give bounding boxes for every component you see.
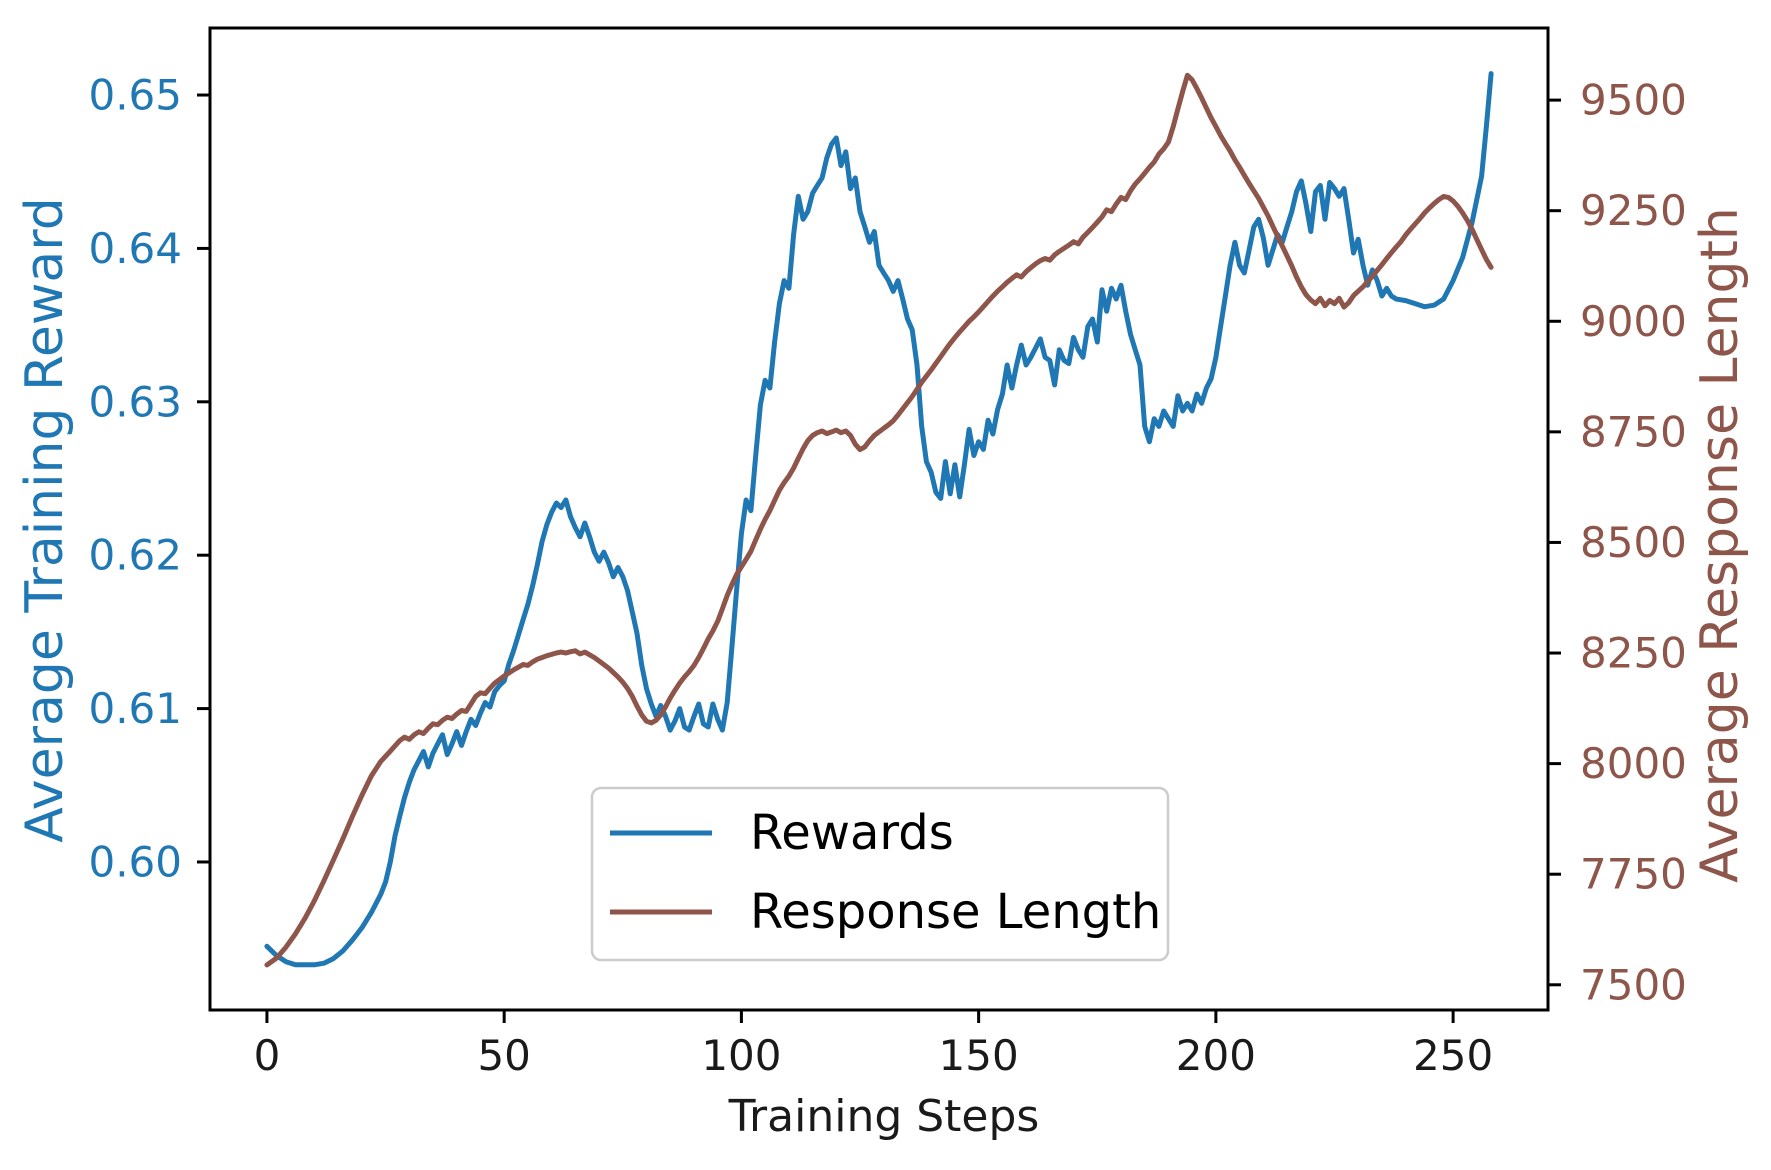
x-tick-label: 50 xyxy=(477,1031,530,1080)
y-right-tick-label: 8500 xyxy=(1580,518,1687,567)
y-right-axis-label: Average Response Length xyxy=(1690,207,1750,883)
legend: Rewards Response Length xyxy=(590,786,1170,962)
tick-marks xyxy=(197,93,1561,1023)
x-tick-label: 200 xyxy=(1176,1031,1256,1080)
y-right-tick-label: 7500 xyxy=(1580,960,1687,1009)
x-tick-label: 150 xyxy=(939,1031,1019,1080)
series-layer xyxy=(264,71,1494,968)
y-right-tick-label: 9250 xyxy=(1580,186,1687,235)
y-left-tick-label: 0.63 xyxy=(88,377,182,426)
x-tick-label: 0 xyxy=(254,1031,281,1080)
y-right-tick-label: 8250 xyxy=(1580,629,1687,678)
x-tick-label: 100 xyxy=(701,1031,781,1080)
y-left-tick-label: 0.64 xyxy=(88,224,182,273)
rewards-line xyxy=(264,71,1494,968)
plot-border xyxy=(208,26,1550,1012)
y-right-tick-label: 9000 xyxy=(1580,297,1687,346)
legend-label-rewards: Rewards xyxy=(750,805,954,861)
y-right-tick-label: 8000 xyxy=(1580,739,1687,788)
legend-label-response-length: Response Length xyxy=(750,884,1161,940)
y-left-tick-label: 0.62 xyxy=(88,531,182,580)
x-tick-label: 250 xyxy=(1413,1031,1493,1080)
y-right-tick-label: 7750 xyxy=(1580,850,1687,899)
y-right-tick-label: 8750 xyxy=(1580,407,1687,456)
y-right-tick-label: 9500 xyxy=(1580,76,1687,125)
y-left-tick-label: 0.60 xyxy=(88,837,182,886)
tick-labels: 0 50 100 150 200 250 0.60 0.61 0.62 0.63 0.64 0.65 7… xyxy=(88,71,1686,1080)
response-length-line xyxy=(264,72,1494,968)
x-axis-label: Training Steps xyxy=(728,1091,1040,1142)
y-left-tick-label: 0.65 xyxy=(88,71,182,120)
y-left-tick-label: 0.61 xyxy=(88,684,182,733)
legend-box xyxy=(590,786,1170,962)
y-left-axis-label: Average Training Reward xyxy=(15,197,75,842)
